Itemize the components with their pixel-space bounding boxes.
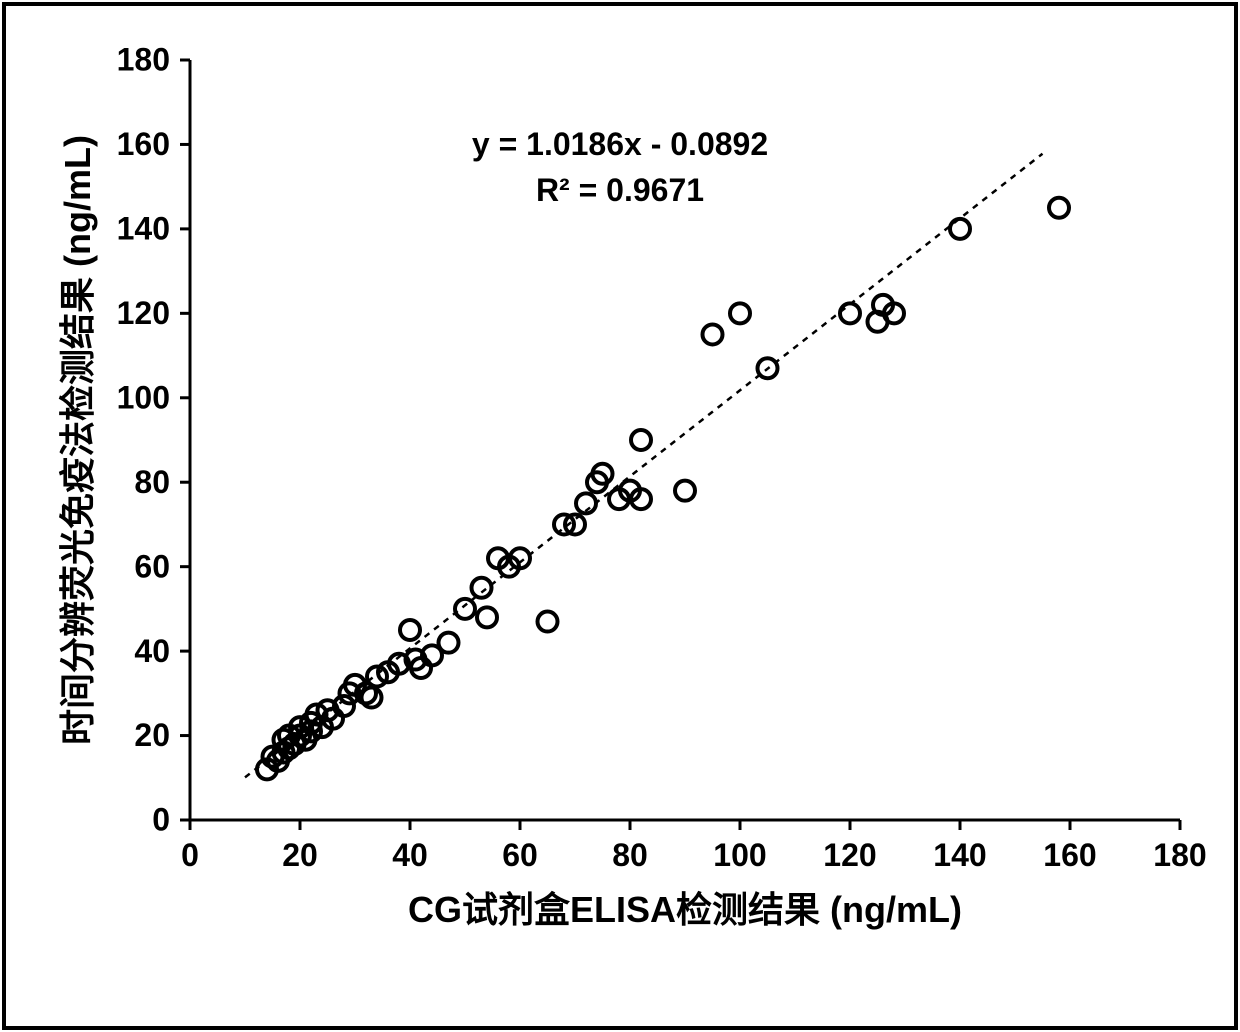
x-tick-label: 60: [502, 837, 538, 873]
scatter-point: [400, 620, 420, 640]
x-tick-label: 20: [282, 837, 318, 873]
x-tick-label: 120: [823, 837, 876, 873]
x-tick-label: 140: [933, 837, 986, 873]
scatter-point: [631, 430, 651, 450]
scatter-chart: 0 20 40 60 80 100 120 140 160 180 0 20 40 60 80 100 120 1…: [0, 0, 1240, 1032]
scatter-point: [675, 481, 695, 501]
chart-svg: 0 20 40 60 80 100 120 140 160 180 0 20 40 60 80 100 120 1…: [0, 0, 1240, 1032]
x-tick-label: 0: [181, 837, 199, 873]
scatter-point: [1049, 198, 1069, 218]
y-tick-label: 40: [134, 633, 170, 669]
y-tick-label: 60: [134, 548, 170, 584]
x-tick-label: 80: [612, 837, 648, 873]
x-axis-label: CG试剂盒ELISA检测结果 (ng/mL): [408, 889, 962, 930]
equation-line1: y = 1.0186x - 0.0892: [472, 126, 768, 162]
scatter-point: [538, 612, 558, 632]
equation-line2: R² = 0.9671: [536, 172, 704, 208]
x-tick-label: 40: [392, 837, 428, 873]
y-tick-label: 120: [117, 295, 170, 331]
x-tick-label: 160: [1043, 837, 1096, 873]
x-tick-label: 180: [1153, 837, 1206, 873]
y-tick-label: 180: [117, 42, 170, 78]
y-tick-label: 160: [117, 126, 170, 162]
y-tick-label: 80: [134, 464, 170, 500]
y-axis-label: 时间分辨荧光免疫法检测结果 (ng/mL): [57, 135, 98, 745]
y-tick-label: 0: [152, 802, 170, 838]
scatter-point: [840, 303, 860, 323]
scatter-point: [730, 303, 750, 323]
x-tick-label: 100: [713, 837, 766, 873]
scatter-point: [439, 633, 459, 653]
scatter-point: [477, 607, 497, 627]
y-tick-label: 100: [117, 379, 170, 415]
scatter-point: [455, 599, 475, 619]
y-tick-label: 140: [117, 211, 170, 247]
scatter-point: [472, 578, 492, 598]
scatter-point: [950, 219, 970, 239]
scatter-point: [703, 324, 723, 344]
scatter-point: [362, 688, 382, 708]
y-tick-label: 20: [134, 717, 170, 753]
